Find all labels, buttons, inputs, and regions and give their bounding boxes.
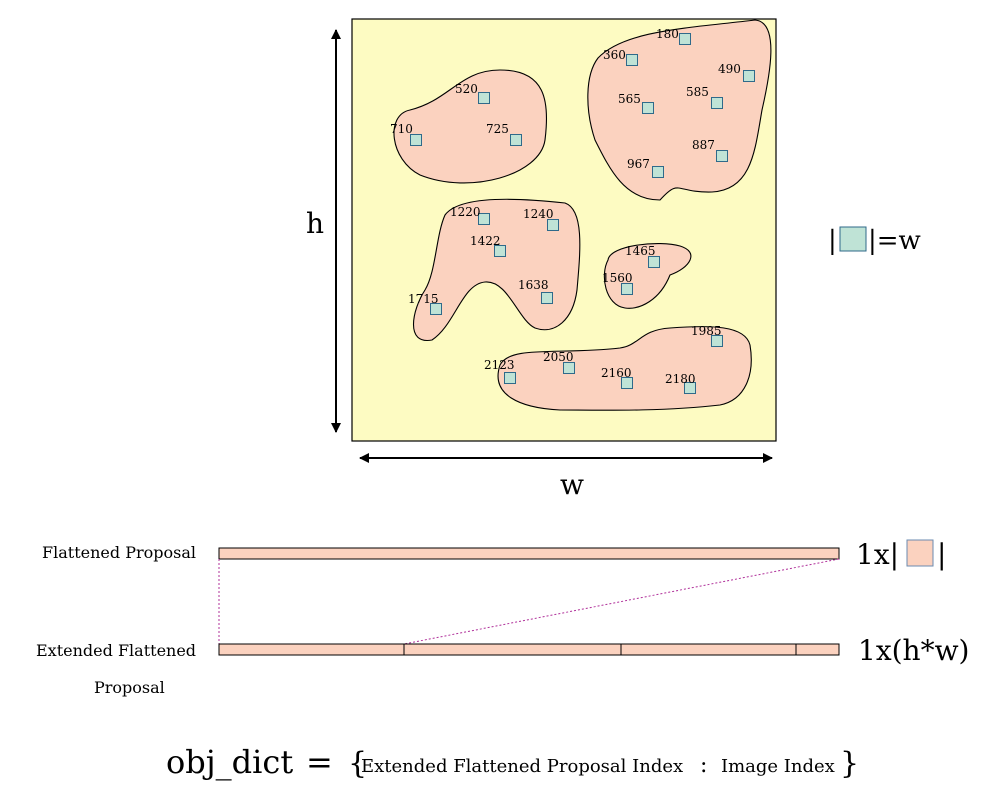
cell-legend-swatch: [839, 226, 867, 252]
cell-label-1985: 1985: [691, 324, 722, 338]
cell-label-967: 967: [627, 157, 650, 171]
cell-1465: [648, 256, 660, 268]
cell-565: [642, 102, 654, 114]
cell-label-2160: 2160: [601, 366, 632, 380]
cell-label-1715: 1715: [408, 292, 439, 306]
connector-right: [403, 558, 840, 645]
height-label: h: [306, 207, 324, 240]
cell-2123: [504, 372, 516, 384]
cell-1422: [494, 245, 506, 257]
cell-label-1240: 1240: [523, 207, 554, 221]
cell-label-565: 565: [618, 92, 641, 106]
cell-label-725: 725: [486, 122, 509, 136]
proposal-region-middle-left: [412, 198, 581, 341]
flattened-proposal-bar: [218, 547, 840, 560]
cell-label-180: 180: [656, 27, 679, 41]
extended-flattened-dim: 1x(h*w): [858, 634, 969, 667]
flattened-proposal-dim-prefix: 1x|: [856, 538, 899, 571]
width-label: w: [560, 468, 584, 501]
cell-725: [510, 134, 522, 146]
cell-967: [652, 166, 664, 178]
cell-1638: [541, 292, 553, 304]
formula-lhs: obj_dict: [166, 743, 293, 781]
cell-label-1560: 1560: [602, 271, 633, 285]
cell-1240: [547, 219, 559, 231]
formula-open-brace: {: [348, 746, 367, 781]
flattened-proposal-label: Flattened Proposal: [42, 543, 196, 562]
flattened-proposal-dim-swatch: [906, 539, 934, 567]
cell-label-1638: 1638: [518, 278, 549, 292]
cell-180: [679, 33, 691, 45]
cell-label-585: 585: [686, 85, 709, 99]
formula-close-brace: }: [840, 746, 859, 781]
formula-value: Image Index: [721, 756, 835, 777]
cell-1985: [711, 335, 723, 347]
proposal-region-right-top: [587, 19, 772, 201]
cell-legend-left-bar: |: [828, 226, 837, 256]
point-cells: 180 360 490 565 585 887 967 520 710 725 1220 1240 14…: [390, 27, 755, 394]
extended-flattened-label-line2: Proposal: [94, 678, 165, 697]
extended-flattened-label-line1: Extended Flattened: [36, 641, 196, 660]
cell-1715: [430, 303, 442, 315]
flattened-proposal-dim-suffix: |: [937, 538, 946, 571]
cell-label-520: 520: [455, 82, 478, 96]
cell-1220: [478, 213, 490, 225]
cell-2050: [563, 362, 575, 374]
cell-585: [711, 97, 723, 109]
cell-label-710: 710: [390, 122, 413, 136]
extended-flattened-bar: [218, 643, 840, 656]
cell-label-360: 360: [603, 48, 626, 62]
cell-label-887: 887: [692, 138, 715, 152]
cell-2180: [684, 382, 696, 394]
cell-legend-text: |=w: [868, 226, 921, 256]
formula-equals: =: [306, 743, 333, 781]
cell-label-1465: 1465: [625, 244, 656, 258]
cell-710: [410, 134, 422, 146]
cell-490: [743, 70, 755, 82]
cell-1560: [621, 283, 633, 295]
cell-360: [626, 54, 638, 66]
formula-colon: :: [700, 753, 707, 778]
cell-2160: [621, 377, 633, 389]
cell-label-2123: 2123: [484, 358, 515, 372]
cell-label-1220: 1220: [450, 205, 481, 219]
cell-887: [716, 150, 728, 162]
cell-520: [478, 92, 490, 104]
cell-label-2180: 2180: [665, 372, 696, 386]
proposal-region-left-top: [393, 69, 548, 184]
cell-label-490: 490: [718, 62, 741, 76]
formula-key: Extended Flattened Proposal Index: [361, 756, 683, 777]
cell-label-2050: 2050: [543, 350, 574, 364]
cell-label-1422: 1422: [470, 234, 501, 248]
